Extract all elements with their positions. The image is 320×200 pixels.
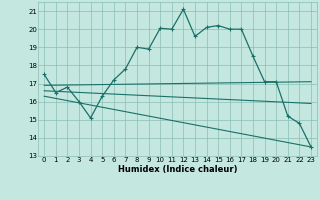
- X-axis label: Humidex (Indice chaleur): Humidex (Indice chaleur): [118, 165, 237, 174]
